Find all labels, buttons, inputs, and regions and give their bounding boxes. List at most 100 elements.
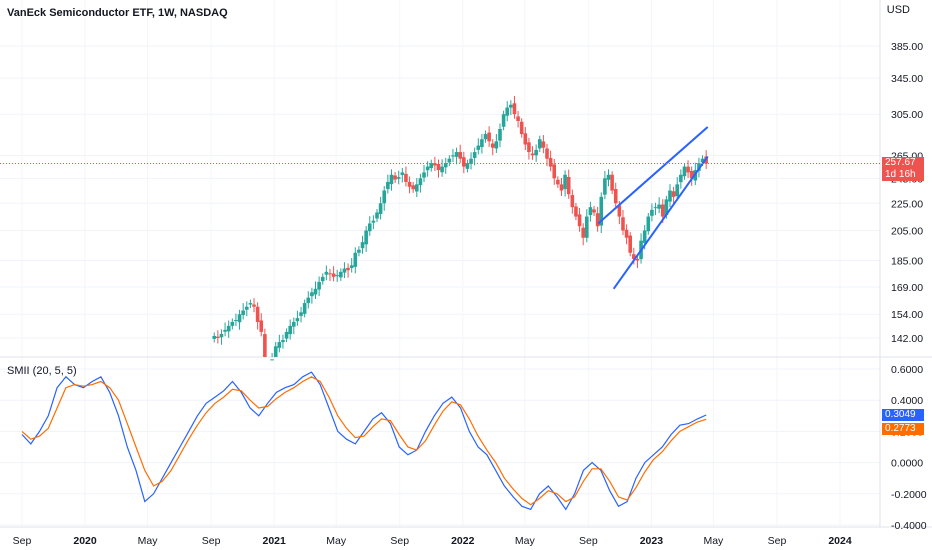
time-tick-label: Sep bbox=[13, 535, 32, 547]
candle-body bbox=[433, 163, 437, 166]
time-tick-label: Sep bbox=[390, 535, 409, 547]
candle-body bbox=[270, 359, 274, 361]
candle-body bbox=[407, 181, 412, 187]
candle-body bbox=[447, 158, 452, 163]
candle-body bbox=[606, 174, 611, 180]
time-tick-label: 2023 bbox=[640, 535, 664, 547]
smi-value-tag: 0.3049 bbox=[882, 409, 924, 421]
candle-body bbox=[360, 242, 365, 249]
candle-body bbox=[588, 207, 593, 216]
candle-body bbox=[581, 227, 585, 238]
candle-body bbox=[483, 134, 488, 140]
candle-body bbox=[545, 148, 549, 159]
candle-body bbox=[404, 173, 408, 182]
price-tick-label: 305.00 bbox=[891, 109, 923, 121]
currency-label: USD bbox=[886, 4, 910, 16]
chart-title: VanEck Semiconductor ETF, 1W, NASDAQ bbox=[7, 7, 228, 19]
candle-body bbox=[382, 190, 387, 204]
candlestick-series bbox=[212, 95, 708, 361]
candle-body bbox=[574, 206, 578, 217]
candle-body bbox=[613, 189, 618, 204]
candle-body bbox=[458, 152, 462, 159]
candle-body bbox=[519, 121, 524, 135]
candle-body bbox=[570, 195, 575, 208]
candle-body bbox=[248, 303, 253, 305]
price-axis: 385.00345.00305.00265.00245.00225.00205.… bbox=[891, 41, 923, 345]
candle-body bbox=[375, 212, 379, 219]
time-tick-label: 2021 bbox=[262, 535, 286, 547]
signal-line bbox=[21, 376, 707, 506]
candle-body bbox=[642, 230, 647, 243]
candle-body bbox=[505, 107, 510, 116]
candle-body bbox=[660, 204, 665, 217]
candle-body bbox=[635, 258, 640, 261]
last-price-value: 257.67 bbox=[885, 157, 916, 168]
channel-line-upper bbox=[597, 126, 709, 225]
candle-body bbox=[396, 177, 401, 179]
candle-body bbox=[697, 163, 701, 171]
candle-body bbox=[679, 174, 683, 183]
smi-line bbox=[21, 371, 707, 511]
candle-body bbox=[349, 265, 354, 269]
candle-body bbox=[295, 318, 300, 322]
candle-body bbox=[686, 166, 690, 173]
countdown-value: 1d 16h bbox=[885, 169, 916, 180]
candle-body bbox=[595, 213, 600, 227]
candle-body bbox=[487, 132, 491, 142]
candle-body bbox=[516, 116, 520, 121]
candle-body bbox=[472, 152, 477, 158]
candle-body bbox=[418, 178, 423, 186]
candle-body bbox=[302, 303, 307, 314]
price-tick-label: 169.00 bbox=[891, 282, 923, 294]
candle-body bbox=[234, 320, 238, 322]
candle-body bbox=[357, 249, 361, 253]
candle-body bbox=[324, 271, 329, 275]
price-tick-label: 154.00 bbox=[891, 309, 923, 321]
candle-body bbox=[675, 184, 680, 197]
candle-body bbox=[603, 178, 607, 195]
candle-body bbox=[454, 152, 459, 157]
price-tick-label: 205.00 bbox=[891, 226, 923, 238]
candle-body bbox=[281, 340, 285, 343]
candle-body bbox=[584, 216, 589, 238]
candle-body bbox=[328, 273, 332, 275]
candle-body bbox=[313, 288, 318, 295]
time-tick-label: May bbox=[326, 535, 347, 547]
candle-body bbox=[306, 297, 311, 304]
candle-body bbox=[537, 139, 542, 149]
smi-lines bbox=[21, 371, 707, 511]
candle-body bbox=[541, 141, 546, 148]
candle-body bbox=[292, 321, 296, 327]
price-tick-label: 225.00 bbox=[891, 198, 923, 210]
candle-body bbox=[389, 174, 394, 185]
candle-body bbox=[425, 166, 430, 171]
time-tick-label: Sep bbox=[202, 535, 221, 547]
candle-body bbox=[288, 325, 292, 335]
time-tick-label: 2020 bbox=[73, 535, 97, 547]
candle-body bbox=[650, 209, 654, 216]
candle-body bbox=[331, 273, 336, 277]
candle-body bbox=[462, 157, 466, 167]
candle-body bbox=[668, 190, 672, 202]
candle-body bbox=[671, 191, 676, 197]
time-tick-label: 2024 bbox=[828, 535, 852, 547]
price-tick-label: 345.00 bbox=[891, 73, 923, 85]
candle-body bbox=[277, 342, 282, 348]
trend-channel bbox=[597, 126, 709, 290]
candle-body bbox=[490, 143, 495, 148]
candle-body bbox=[523, 133, 528, 145]
candle-body bbox=[682, 166, 687, 177]
candle-body bbox=[299, 312, 303, 316]
candle-body bbox=[219, 333, 224, 338]
candle-body bbox=[216, 336, 220, 338]
candle-body bbox=[664, 199, 669, 216]
candle-body bbox=[353, 252, 358, 267]
candle-body bbox=[534, 149, 538, 156]
candle-body bbox=[244, 306, 249, 310]
last-price-tag: 257.67 1d 16h bbox=[882, 157, 924, 181]
candle-body bbox=[624, 229, 629, 238]
candle-body bbox=[657, 204, 661, 209]
candle-body bbox=[284, 331, 289, 339]
